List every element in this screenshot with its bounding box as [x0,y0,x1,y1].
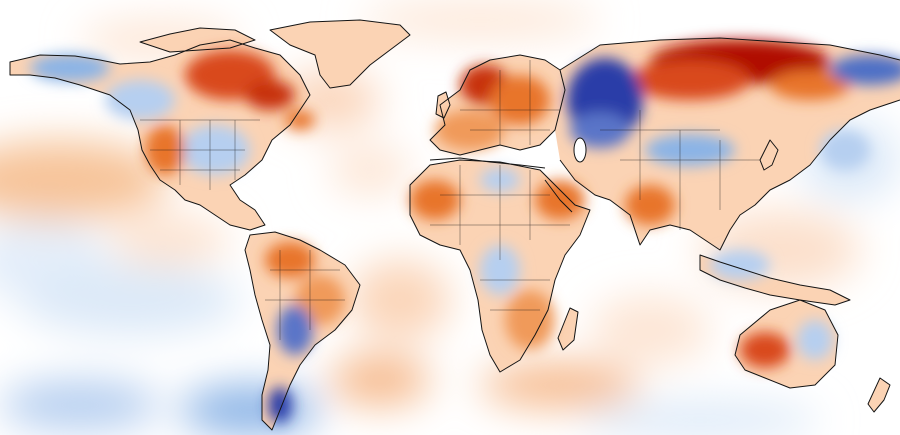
south-america-coast [244,231,361,431]
europe-coast [429,54,566,156]
madagascar [558,308,578,350]
new-zealand-coast [867,377,891,413]
new-zealand [868,378,890,412]
land-anomaly-field [30,40,900,423]
greenland [270,20,410,88]
uk-coast [435,91,451,119]
japan [760,140,778,170]
coastlines [9,19,900,431]
asia-coast [559,37,900,251]
madagascar-coast [557,307,579,351]
north-america-coast [9,39,311,231]
greenland-coast [269,19,411,89]
mediterranean-coast [429,157,546,169]
australia-coast [734,299,839,389]
country-borders [140,60,760,340]
se-asia-islands-coast [699,254,851,306]
arctic-islands-coast [139,27,256,53]
africa-coast [409,159,591,373]
japan-coast [759,139,779,171]
red-sea-coast [544,179,573,213]
maritime-southeast-asia [700,255,850,305]
caspian-sea [573,137,587,163]
canadian-arctic-islands [140,28,255,52]
